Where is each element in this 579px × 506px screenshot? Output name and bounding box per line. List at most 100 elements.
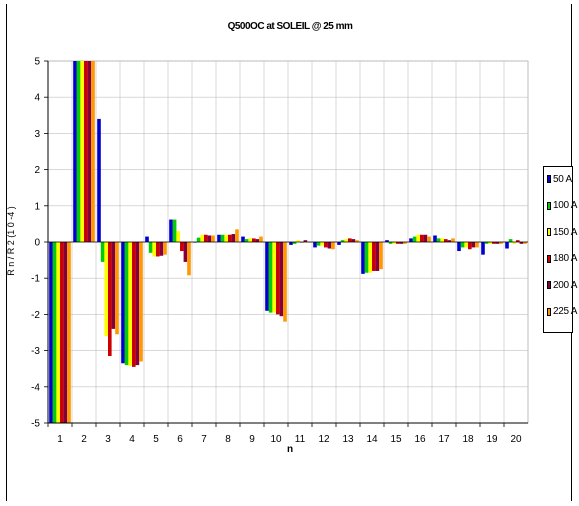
bar-100a-n4 [124, 242, 129, 366]
bar-180a-n3 [108, 242, 112, 357]
legend-item: 200 A [547, 278, 577, 292]
bar-180a-n10 [276, 242, 280, 315]
legend-swatch [547, 307, 551, 316]
bar-225a-n2 [91, 61, 95, 242]
bar-225a-n15 [403, 242, 407, 244]
bar-100a-n5 [148, 242, 153, 253]
bar-180a-n18 [468, 242, 472, 250]
bar-225a-n5 [163, 242, 167, 255]
bar-50a-n19 [481, 242, 485, 255]
bar-150a-n3 [104, 242, 108, 337]
bar-200a-n12 [327, 242, 332, 249]
y-tick-label: 3 [34, 129, 40, 140]
bar-150a-n8 [224, 234, 228, 242]
bar-100a-n13 [340, 240, 345, 242]
bar-100a-n8 [220, 234, 225, 242]
bar-150a-n15 [392, 242, 396, 244]
legend-label: 200 A [553, 279, 578, 291]
legend-swatch [547, 201, 551, 210]
bar-180a-n5 [156, 242, 160, 257]
bar-180a-n4 [132, 242, 136, 367]
y-tick-label: 2 [34, 165, 40, 176]
bar-150a-n6 [176, 231, 180, 242]
bar-100a-n3 [100, 242, 105, 262]
legend-label: 100 A [553, 200, 578, 211]
bar-100a-n19 [484, 242, 489, 244]
x-tick-label: 15 [390, 434, 402, 445]
bar-225a-n19 [499, 242, 503, 244]
bar-180a-n16 [420, 234, 424, 242]
y-tick-label: -4 [31, 382, 40, 393]
bar-200a-n18 [471, 242, 476, 248]
bar-200a-n15 [399, 242, 404, 244]
bar-100a-n9 [244, 239, 249, 242]
y-tick-label: -5 [31, 419, 40, 430]
bar-225a-n3 [115, 242, 119, 335]
y-tick-label: 5 [34, 57, 40, 68]
bar-180a-n19 [492, 242, 496, 244]
bar-150a-n20 [512, 242, 516, 244]
bar-150a-n2 [80, 61, 84, 242]
bar-225a-n16 [427, 236, 431, 242]
x-tick-label: 5 [153, 434, 159, 445]
y-tick-label: -3 [31, 346, 40, 357]
bar-225a-n6 [187, 242, 191, 276]
bar-100a-n20 [508, 239, 513, 242]
x-tick-label: 12 [318, 434, 330, 445]
bar-150a-n9 [248, 238, 252, 242]
bar-150a-n10 [272, 242, 276, 313]
x-tick-label: 1 [57, 434, 63, 445]
bar-200a-n4 [135, 242, 140, 366]
bar-50a-n18 [457, 242, 461, 252]
x-tick-label: 9 [249, 434, 255, 445]
legend: 50 A 100 A 150 A 180 A 200 A 225 A [543, 166, 577, 333]
bar-100a-n14 [364, 242, 369, 273]
x-tick-label: 8 [225, 434, 231, 445]
bar-225a-n9 [259, 236, 263, 242]
bar-150a-n16 [416, 234, 420, 242]
bar-50a-n5 [145, 236, 149, 242]
bar-180a-n8 [228, 234, 232, 242]
bar-225a-n12 [331, 242, 335, 250]
bar-50a-n12 [313, 242, 317, 248]
bar-150a-n14 [368, 242, 372, 273]
bar-150a-n1 [56, 242, 60, 423]
bar-225a-n1 [67, 242, 71, 423]
x-axis-label: n [287, 444, 293, 455]
bar-100a-n16 [412, 236, 417, 242]
x-tick-label: 11 [295, 434, 306, 445]
bar-100a-n1 [52, 242, 57, 423]
bar-150a-n12 [320, 242, 324, 246]
x-tick-label: 20 [510, 434, 522, 445]
legend-item: 50 A [547, 172, 572, 186]
bar-200a-n3 [111, 242, 116, 329]
legend-swatch [547, 228, 551, 236]
x-tick-label: 19 [486, 434, 498, 445]
bar-200a-n8 [231, 234, 236, 242]
legend-item: 180 A [547, 252, 577, 266]
bar-200a-n13 [351, 239, 356, 242]
legend-item: 225 A [547, 305, 577, 319]
bar-50a-n8 [217, 234, 221, 242]
bar-200a-n2 [87, 61, 92, 242]
x-tick-label: 4 [129, 434, 135, 445]
bar-150a-n7 [200, 234, 204, 242]
bar-50a-n11 [289, 242, 293, 245]
bar-200a-n10 [279, 242, 284, 317]
bar-150a-n5 [152, 242, 156, 257]
bar-180a-n9 [252, 238, 256, 242]
legend-label: 150 A [553, 226, 578, 238]
legend-label: 225 A [553, 306, 578, 317]
x-tick-label: 7 [201, 434, 207, 445]
bar-50a-n17 [433, 235, 437, 242]
bar-50a-n16 [409, 238, 413, 242]
bar-180a-n2 [84, 61, 88, 242]
bar-150a-n18 [464, 242, 468, 248]
bar-100a-n15 [388, 242, 393, 244]
legend-item: 100 A [547, 199, 577, 213]
bar-180a-n1 [60, 242, 64, 423]
x-tick-label: 2 [81, 434, 87, 445]
y-axis-label: R n / R 2 (1 0 -4 ) [6, 206, 16, 276]
bar-50a-n10 [265, 242, 269, 311]
bar-225a-n20 [523, 242, 527, 244]
